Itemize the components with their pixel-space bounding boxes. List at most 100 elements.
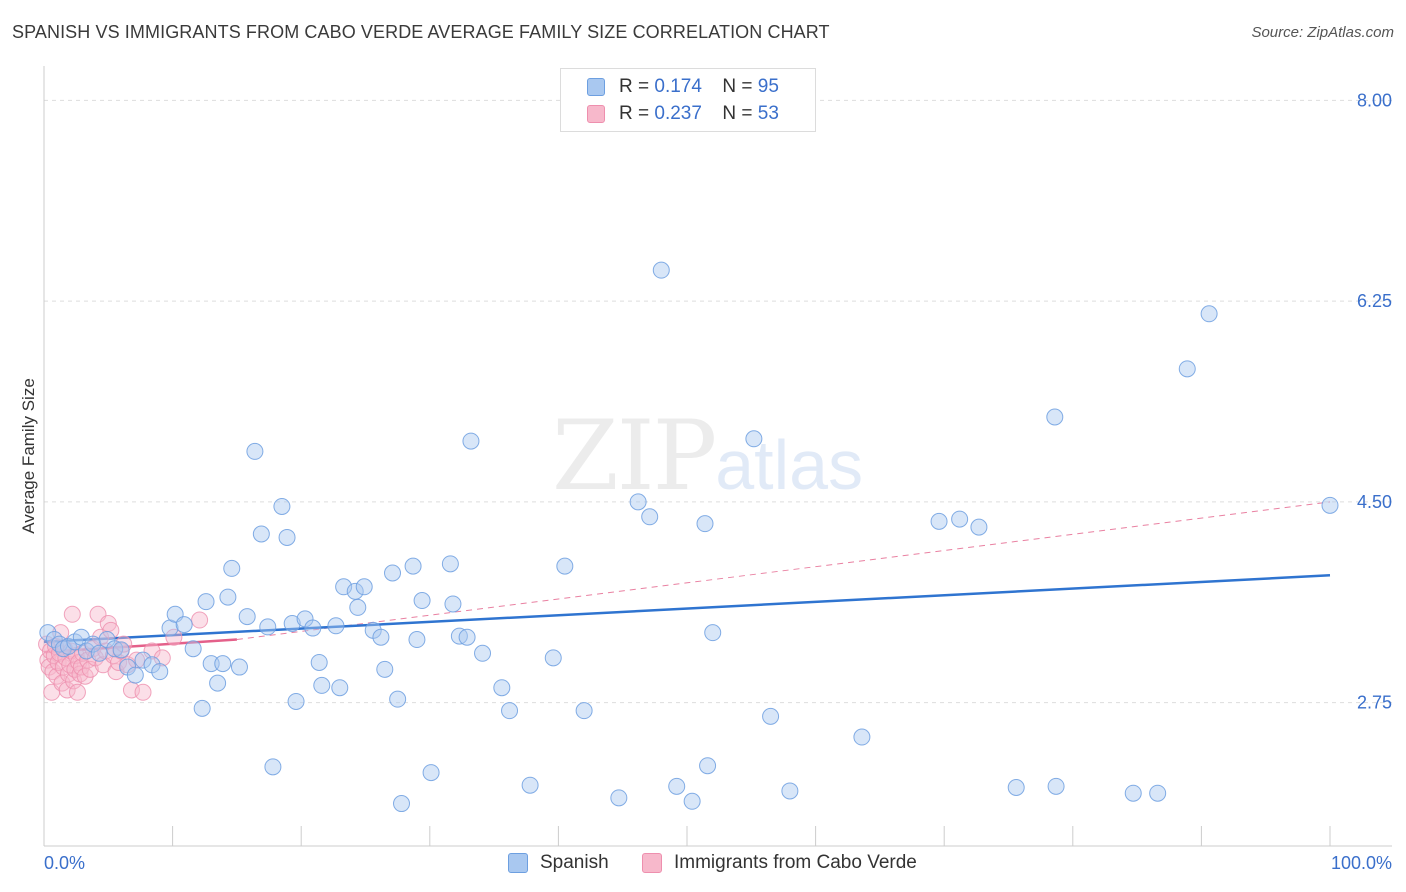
legend-swatch-blue [587, 78, 605, 96]
data-point-spanish [444, 595, 462, 613]
data-point-spanish [209, 674, 227, 692]
data-point-spanish [575, 702, 593, 720]
data-point-spanish [629, 493, 647, 511]
data-point-spanish [175, 616, 193, 634]
watermark-zip: ZIP [552, 400, 717, 512]
data-point-spanish [1047, 777, 1065, 795]
watermark-atlas: atlas [715, 426, 864, 504]
legend-row-spanish: R = 0.174 N = 95 [587, 75, 779, 99]
data-point-spanish [77, 642, 95, 660]
legend-item-spanish[interactable]: Spanish [508, 852, 609, 874]
data-point-spanish [112, 641, 130, 659]
watermark: ZIPatlas [552, 400, 863, 512]
data-point-spanish [762, 707, 780, 725]
data-point-spanish [376, 660, 394, 678]
data-point-spanish [853, 728, 871, 746]
data-point-spanish [304, 619, 322, 637]
data-point-spanish [246, 442, 264, 460]
data-point-spanish [652, 261, 670, 279]
x-tick-label: 0.0% [44, 853, 85, 873]
data-point-spanish [219, 588, 237, 606]
data-point-spanish [1007, 779, 1025, 796]
data-point-cabo-verde [165, 628, 183, 646]
data-point-spanish [331, 679, 349, 697]
data-point-spanish [668, 777, 686, 795]
legend-r-value: 0.237 [654, 103, 702, 124]
data-point-spanish [393, 795, 411, 813]
data-point-spanish [283, 614, 301, 632]
data-point-cabo-verde [102, 621, 120, 639]
data-point-spanish [327, 617, 345, 635]
chart-title: SPANISH VS IMMIGRANTS FROM CABO VERDE AV… [12, 22, 830, 42]
data-point-spanish [493, 679, 511, 697]
y-axis-title: Average Family Size [19, 378, 38, 534]
data-point-spanish [389, 690, 407, 708]
data-point-spanish [556, 557, 574, 575]
data-point-spanish [273, 497, 291, 515]
legend-row-cabo-verde: R = 0.237 N = 53 [587, 102, 779, 126]
trend-line-cabo-verde-extension [236, 501, 1331, 641]
data-point-spanish [422, 764, 440, 782]
series-legend: Spanish Immigrants from Cabo Verde [0, 852, 1406, 878]
data-point-spanish [521, 776, 539, 794]
data-point-spanish [1124, 784, 1142, 802]
data-point-spanish [1149, 784, 1167, 802]
data-point-spanish [544, 649, 562, 667]
data-point-cabo-verde [128, 651, 146, 669]
data-point-spanish [106, 640, 124, 658]
data-point-spanish [214, 655, 232, 673]
data-point-cabo-verde [153, 649, 171, 667]
y-tick-label: 8.00 [1357, 90, 1392, 110]
data-point-spanish [408, 631, 426, 649]
y-tick-label: 4.50 [1357, 492, 1392, 512]
data-point-spanish [458, 628, 476, 646]
data-point-spanish [951, 510, 969, 528]
data-point-spanish [45, 631, 63, 649]
data-point-spanish [39, 624, 57, 642]
data-point-spanish [355, 578, 373, 596]
legend-swatch-pink [642, 853, 662, 873]
data-point-spanish [223, 559, 241, 577]
data-point-spanish [683, 792, 701, 810]
legend-swatch-blue [508, 853, 528, 873]
data-point-spanish [230, 658, 248, 676]
series-spanish-points [39, 261, 1339, 813]
data-point-spanish [1046, 408, 1064, 426]
data-point-spanish [287, 692, 305, 710]
data-point-cabo-verde [68, 683, 86, 701]
tick-labels: 2.75 4.50 6.25 8.00 0.0% 100.0% [44, 90, 1392, 873]
data-point-spanish [1200, 305, 1218, 323]
data-point-spanish [384, 564, 402, 582]
data-point-cabo-verde [191, 611, 209, 629]
source-note: Source: ZipAtlas.com [1251, 24, 1394, 41]
legend-label-cabo-verde: Immigrants from Cabo Verde [674, 852, 917, 873]
data-point-spanish [184, 640, 202, 658]
trend-lines [43, 501, 1331, 654]
axes [43, 66, 1392, 847]
data-point-spanish [126, 666, 144, 684]
data-point-spanish [696, 515, 714, 533]
legend-r-label: R = [619, 103, 650, 124]
data-point-spanish [699, 757, 717, 775]
data-point-cabo-verde [63, 605, 81, 623]
data-point-spanish [197, 593, 215, 611]
data-point-spanish [745, 430, 763, 448]
legend-item-cabo-verde[interactable]: Immigrants from Cabo Verde [642, 852, 917, 874]
data-point-spanish [970, 518, 988, 536]
y-tick-label: 6.25 [1357, 291, 1392, 311]
y-tick-label: 2.75 [1357, 693, 1392, 713]
data-point-spanish [310, 653, 328, 671]
data-point-spanish [252, 525, 270, 543]
data-point-cabo-verde [143, 642, 161, 660]
data-point-spanish [404, 557, 422, 575]
data-point-spanish [610, 789, 628, 807]
legend-n-label: N = [722, 103, 753, 124]
data-point-spanish [134, 651, 152, 669]
data-point-spanish [781, 782, 799, 800]
legend-n-value: 95 [757, 76, 779, 97]
data-point-spanish [259, 618, 277, 636]
data-point-spanish [90, 644, 108, 662]
data-point-spanish [930, 512, 948, 530]
trend-line-spanish [43, 574, 1331, 644]
